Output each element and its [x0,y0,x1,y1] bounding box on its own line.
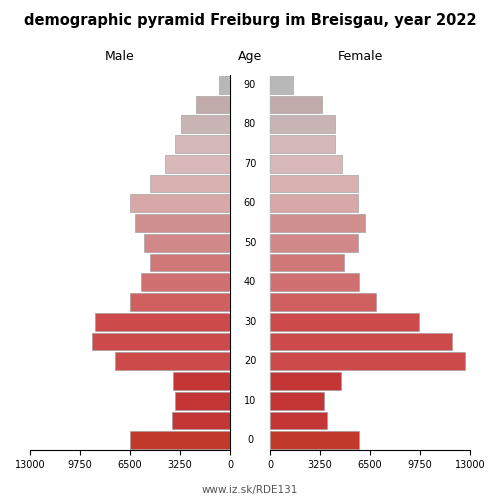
Text: 20: 20 [244,356,256,366]
Bar [270,313,419,330]
Bar [94,313,230,330]
Bar [270,274,359,291]
Text: 30: 30 [244,316,256,326]
Text: demographic pyramid Freiburg im Breisgau, year 2022: demographic pyramid Freiburg im Breisgau… [24,12,476,28]
Text: Age: Age [238,50,262,63]
Bar [141,274,230,291]
Bar [270,96,322,114]
Bar [172,412,230,430]
Text: 0: 0 [247,435,253,445]
Text: 50: 50 [244,238,256,248]
Text: 80: 80 [244,120,256,130]
Bar [270,76,293,94]
Bar [130,194,230,212]
Text: Female: Female [338,50,382,63]
Text: 70: 70 [244,159,256,169]
Bar [270,234,358,252]
Bar [134,214,230,232]
Bar [270,155,342,172]
Text: 60: 60 [244,198,256,208]
Bar [181,116,230,133]
Text: 10: 10 [244,396,256,406]
Bar [270,293,376,311]
Text: Male: Male [105,50,135,63]
Bar [270,332,452,350]
Bar [144,234,230,252]
Bar [114,352,230,370]
Bar [150,174,230,192]
Bar [219,76,230,94]
Bar [270,194,358,212]
Bar [174,135,230,153]
Bar [92,332,230,350]
Bar [270,116,334,133]
Bar [270,135,334,153]
Text: www.iz.sk/RDE131: www.iz.sk/RDE131 [202,485,298,495]
Bar [270,214,366,232]
Bar [174,392,230,409]
Bar [166,155,230,172]
Bar [270,372,341,390]
Bar [196,96,230,114]
Bar [270,254,344,272]
Bar [150,254,230,272]
Bar [130,293,230,311]
Text: 90: 90 [244,80,256,90]
Bar [130,431,230,449]
Bar [270,412,327,430]
Bar [173,372,230,390]
Bar [270,352,466,370]
Text: 40: 40 [244,277,256,287]
Bar [270,392,324,409]
Bar [270,431,359,449]
Bar [270,174,358,192]
